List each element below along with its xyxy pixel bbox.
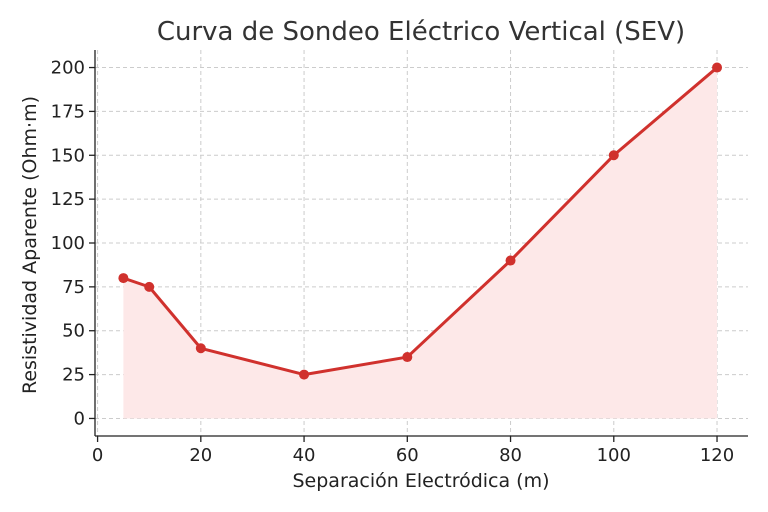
data-point bbox=[299, 369, 310, 380]
y-tick-label: 100 bbox=[51, 233, 85, 254]
ticks: 0 20 40 60 80 100 120 0 25 50 75 100 125 150 175 200 bbox=[51, 58, 735, 466]
data-point bbox=[608, 150, 619, 161]
data-point bbox=[144, 281, 155, 292]
series-line bbox=[122, 66, 718, 377]
x-tick-label: 0 bbox=[92, 445, 103, 466]
x-tick-label: 120 bbox=[700, 445, 734, 466]
y-axis-label: Resistividad Aparente (Ohm·m) bbox=[19, 96, 41, 394]
y-tick-label: 125 bbox=[51, 189, 85, 210]
data-point bbox=[505, 255, 516, 266]
x-tick-label: 40 bbox=[293, 445, 316, 466]
resistivity-line bbox=[122, 66, 718, 377]
area-fill bbox=[123, 67, 718, 419]
x-tick-label: 100 bbox=[597, 445, 631, 466]
x-axis-label: Separación Electródica (m) bbox=[292, 470, 549, 492]
y-tick-label: 175 bbox=[51, 101, 85, 122]
y-tick-label: 200 bbox=[51, 58, 85, 79]
data-point bbox=[195, 343, 206, 354]
y-tick-label: 25 bbox=[62, 365, 85, 386]
x-tick-label: 60 bbox=[396, 445, 419, 466]
data-point bbox=[402, 352, 413, 363]
data-point bbox=[118, 273, 129, 284]
y-tick-label: 50 bbox=[62, 321, 85, 342]
chart-title: Curva de Sondeo Eléctrico Vertical (SEV) bbox=[157, 17, 685, 47]
area-under-curve bbox=[123, 67, 718, 419]
y-tick-label: 0 bbox=[74, 408, 85, 429]
series-points bbox=[118, 62, 723, 380]
y-tick-label: 75 bbox=[62, 277, 85, 298]
x-tick-label: 80 bbox=[499, 445, 522, 466]
data-point bbox=[712, 62, 723, 73]
y-tick-label: 150 bbox=[51, 145, 85, 166]
x-tick-label: 20 bbox=[189, 445, 212, 466]
